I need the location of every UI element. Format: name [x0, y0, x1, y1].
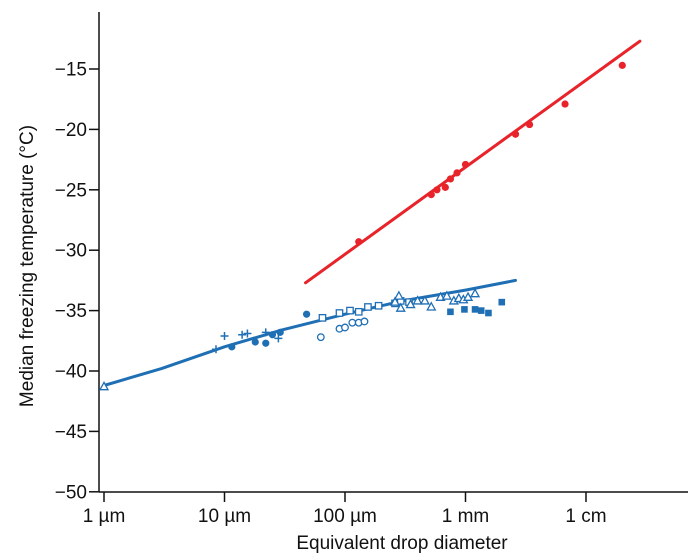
red-filled-circle-point [461, 160, 470, 169]
blue-open-triangle-point [393, 290, 404, 300]
blue-filled-circle-point [302, 310, 311, 318]
blue-filled-square-point [471, 306, 479, 313]
red-filled-circle-point [355, 238, 363, 246]
red-filled-circle-point [433, 186, 441, 194]
blue-plus-point [211, 345, 220, 354]
blue-open-square-point [318, 313, 327, 322]
x-tick-label: 100 µm [313, 506, 377, 527]
blue-plus-point [261, 328, 270, 337]
blue-plus-point [220, 331, 229, 340]
blue-open-triangle-point [441, 290, 452, 300]
y-tick-label: −40 [55, 362, 87, 383]
red-filled-circle-point [446, 175, 455, 183]
blue-filled-square-point [485, 309, 492, 317]
blue-filled-square-point [498, 298, 506, 306]
x-tick-label: 1 µm [83, 506, 126, 527]
blue-filled-square-point [461, 306, 468, 313]
fit-lines [102, 39, 642, 387]
x-tick-label: 1 mm [442, 506, 490, 527]
blue-open-triangle-point [462, 291, 474, 301]
x-axis-title: Equivalent drop diameter [296, 533, 508, 554]
blue-filled-circle-point [228, 343, 236, 351]
red-filled-circle-point [441, 183, 449, 191]
blue-open-triangle-point [426, 301, 437, 311]
y-tick-label: −25 [55, 180, 87, 201]
red-filled-circle-point [511, 130, 520, 138]
blue-filled-circle-point [276, 328, 284, 336]
red-fit-line [304, 39, 642, 285]
y-tick-label: −45 [55, 422, 87, 443]
x-tick-label: 10 µm [198, 506, 251, 527]
y-tick-label: −50 [55, 482, 87, 503]
red-filled-circle-point [618, 61, 626, 69]
red-filled-circle-point [427, 191, 435, 199]
blue-open-triangle-point [405, 298, 416, 309]
blue-filled-circle-point [262, 339, 270, 347]
blue-open-circle-point [360, 317, 369, 326]
blue-plus-point [238, 330, 247, 339]
y-axis-title: Median freezing temperature (°C) [17, 125, 38, 407]
blue-filled-square-point [477, 307, 485, 314]
blue-open-triangle-point [469, 288, 481, 298]
blue-open-square-point [335, 309, 344, 317]
blue-open-triangle-point [389, 296, 401, 306]
y-tick-label: −35 [55, 301, 87, 322]
blue-filled-square-point [447, 308, 454, 316]
blue-open-circle-point [341, 323, 349, 332]
blue-open-square-point [346, 306, 354, 315]
y-tick-label: −30 [55, 241, 87, 262]
blue-open-circle-point [348, 318, 357, 327]
blue-open-square-point [364, 303, 372, 311]
data-markers [98, 61, 626, 391]
red-filled-circle-point [453, 169, 461, 177]
blue-open-square-point [374, 301, 383, 310]
blue-open-triangle-point [419, 295, 430, 305]
y-tick-label: −20 [55, 120, 87, 141]
blue-plus-point [243, 329, 252, 338]
red-filled-circle-point [561, 100, 569, 108]
x-ticks: 1 µm 10 µm 100 µm 1 mm 1 cm [83, 492, 607, 527]
y-ticks: −15 −20 −25 −30 −35 −40 −45 −50 [55, 60, 99, 503]
blue-filled-circle-point [251, 338, 259, 346]
y-tick-label: −15 [55, 60, 87, 81]
blue-plus-point [274, 334, 283, 343]
blue-open-triangle-point [98, 381, 110, 391]
blue-open-circle-point [316, 333, 325, 342]
blue-open-square-point [354, 307, 363, 316]
red-filled-circle-point [525, 120, 534, 129]
blue-filled-circle-point [268, 331, 277, 339]
x-tick-label: 1 cm [565, 506, 606, 527]
blue-open-triangle-point [412, 295, 423, 305]
blue-fit-line [102, 278, 517, 387]
blue-open-triangle-point [395, 302, 406, 312]
axes [98, 12, 688, 493]
